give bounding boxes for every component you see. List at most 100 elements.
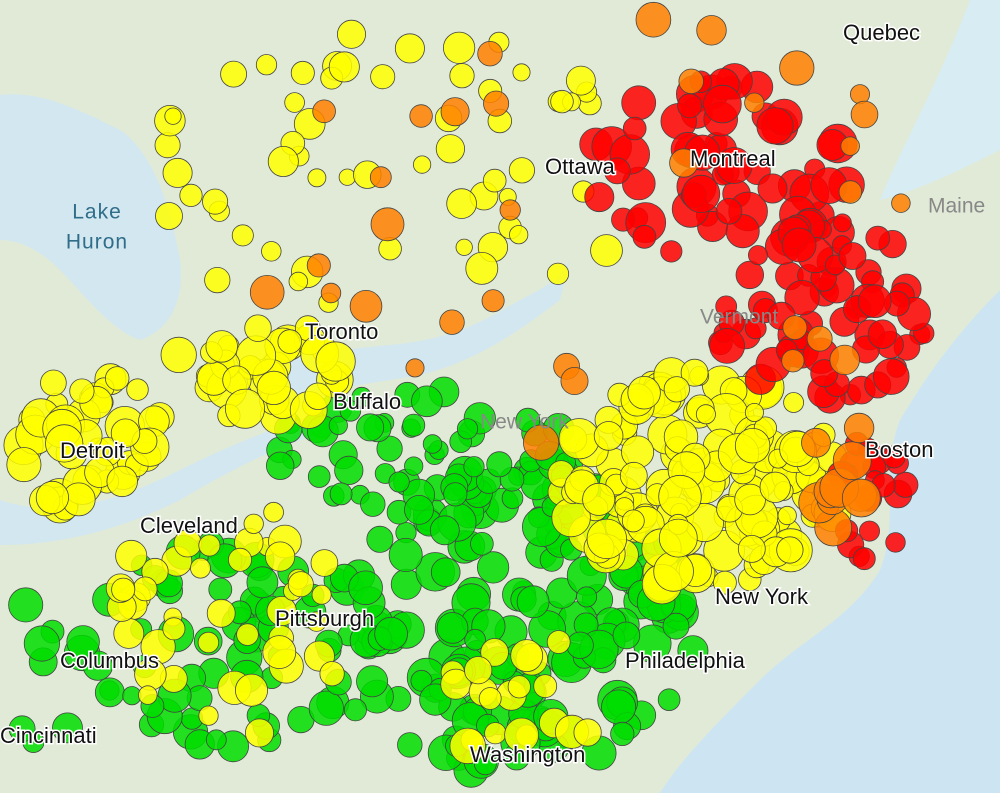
place-label: Maine	[928, 195, 985, 218]
dots	[3, 1, 935, 788]
station-dot	[865, 225, 891, 251]
station-dot	[781, 349, 805, 373]
station-dot	[246, 566, 279, 599]
station-dot	[376, 435, 403, 462]
station-dot	[779, 50, 815, 86]
place-label: Philadelphia	[625, 648, 746, 673]
station-dot	[550, 89, 574, 114]
station-dot	[132, 576, 158, 602]
station-dot	[160, 336, 197, 373]
station-dot	[456, 418, 479, 440]
station-dot	[892, 471, 919, 498]
station-dot	[45, 424, 84, 463]
station-dot	[446, 188, 477, 219]
station-dot	[8, 587, 44, 623]
station-dot	[404, 456, 424, 476]
station-dot	[449, 727, 486, 765]
station-dot	[190, 557, 211, 579]
station-dot	[533, 674, 558, 698]
station-dot	[164, 107, 182, 125]
place-label: Buffalo	[333, 389, 401, 414]
station-dot	[205, 330, 238, 363]
station-dot	[653, 551, 694, 592]
station-dot	[465, 251, 499, 285]
station-dot	[882, 445, 906, 469]
place-label: New York	[715, 584, 809, 609]
station-dot	[483, 90, 510, 117]
station-dot	[243, 513, 264, 534]
place-label: Cincinnati	[0, 723, 97, 748]
station-dot	[255, 54, 278, 76]
station-dot	[256, 370, 291, 405]
station-dot	[366, 525, 394, 553]
station-dot	[776, 536, 804, 564]
station-dot	[397, 732, 423, 758]
station-dot	[477, 41, 503, 67]
station-dot	[52, 712, 83, 744]
station-dot	[338, 168, 356, 186]
station-dot	[356, 665, 389, 698]
station-dot	[678, 68, 704, 95]
station-dot	[224, 388, 265, 429]
place-label: Lake	[72, 201, 122, 224]
station-dot	[198, 534, 221, 557]
place-label: Detroit	[60, 438, 125, 463]
station-dot	[486, 451, 513, 478]
station-dot	[412, 155, 432, 174]
station-dot	[443, 482, 468, 507]
labels: Quebec Ottawa Montreal Maine Lake Huron Toront…	[0, 18, 985, 768]
place-label: Montreal	[690, 146, 776, 171]
station-dot	[155, 202, 183, 230]
station-dot	[236, 623, 259, 646]
station-dot	[566, 65, 596, 96]
station-dot	[126, 378, 149, 401]
station-dot	[621, 85, 657, 121]
station-dot	[677, 635, 709, 667]
station-dot	[680, 358, 709, 387]
station-dot	[744, 402, 764, 422]
station-dot	[582, 482, 616, 516]
station-dot	[781, 227, 817, 263]
station-dot	[757, 173, 788, 204]
station-dot	[696, 15, 727, 46]
station-dot	[306, 611, 327, 632]
station-dot	[204, 266, 231, 294]
station-dot	[715, 198, 743, 225]
station-dot	[388, 538, 423, 573]
station-dot	[463, 456, 485, 478]
station-dot	[349, 289, 383, 323]
station-dot	[734, 428, 771, 464]
station-dot	[759, 471, 791, 503]
station-dot	[872, 358, 910, 395]
station-dot	[481, 289, 505, 313]
station-dot	[801, 427, 831, 458]
station-dot	[162, 617, 186, 641]
station-dot	[339, 400, 362, 422]
station-dot	[404, 494, 434, 525]
station-dot	[315, 341, 356, 382]
station-dot	[244, 718, 274, 748]
station-dot	[782, 315, 808, 341]
station-dot	[841, 478, 881, 518]
station-dot	[439, 309, 465, 335]
station-dot	[304, 382, 332, 411]
station-dot	[632, 224, 657, 249]
station-dot	[411, 385, 443, 418]
station-dot	[507, 675, 531, 699]
place-label: Huron	[66, 231, 128, 254]
station-dot	[249, 274, 285, 310]
station-dot	[202, 188, 229, 215]
station-dot	[885, 532, 906, 553]
station-dot	[69, 378, 95, 404]
station-dot	[852, 547, 876, 571]
station-dot	[681, 174, 721, 213]
station-dot	[198, 705, 219, 726]
station-dot	[267, 145, 299, 177]
station-dot	[657, 688, 681, 711]
place-label: Pittsburgh	[275, 606, 374, 631]
station-dot	[509, 225, 529, 245]
station-dot	[220, 60, 248, 88]
station-dot	[833, 213, 852, 233]
station-dot	[843, 412, 875, 444]
place-label: Cleveland	[140, 513, 238, 538]
